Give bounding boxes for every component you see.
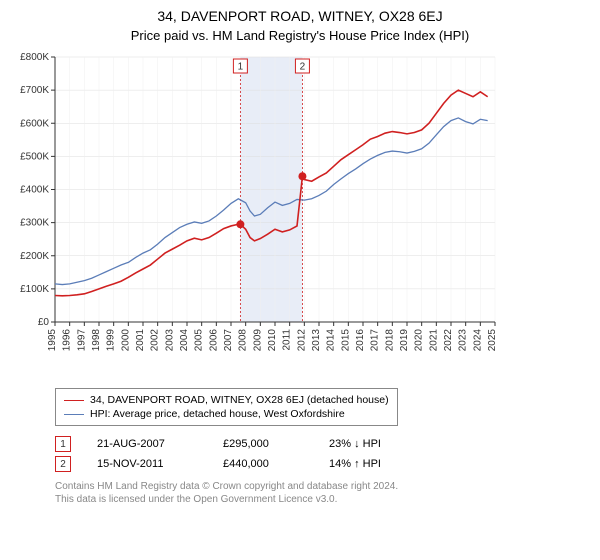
svg-text:2017: 2017 xyxy=(370,329,381,352)
svg-text:1999: 1999 xyxy=(106,329,117,352)
svg-text:2003: 2003 xyxy=(164,329,175,352)
legend-row: HPI: Average price, detached house, West… xyxy=(64,407,389,421)
svg-text:2014: 2014 xyxy=(326,329,337,352)
event-index-box: 2 xyxy=(55,456,71,472)
notes-line1: Contains HM Land Registry data © Crown c… xyxy=(55,480,600,493)
svg-text:1: 1 xyxy=(238,62,244,73)
notes: Contains HM Land Registry data © Crown c… xyxy=(55,480,600,506)
legend-label: HPI: Average price, detached house, West… xyxy=(90,408,345,420)
svg-text:1998: 1998 xyxy=(91,329,102,352)
svg-text:2012: 2012 xyxy=(296,329,307,352)
svg-text:2020: 2020 xyxy=(414,329,425,352)
chart-container: 34, DAVENPORT ROAD, WITNEY, OX28 6EJ Pri… xyxy=(0,0,600,560)
svg-text:2015: 2015 xyxy=(340,329,351,352)
svg-text:2025: 2025 xyxy=(487,329,498,352)
svg-text:2008: 2008 xyxy=(238,329,249,352)
event-date: 21-AUG-2007 xyxy=(97,438,197,450)
svg-text:2004: 2004 xyxy=(179,329,190,352)
event-row: 2 15-NOV-2011 £440,000 14% ↑ HPI xyxy=(55,454,600,474)
svg-text:1997: 1997 xyxy=(76,329,87,352)
event-date: 15-NOV-2011 xyxy=(97,458,197,470)
svg-text:2005: 2005 xyxy=(194,329,205,352)
svg-text:£800K: £800K xyxy=(20,52,49,63)
svg-text:2019: 2019 xyxy=(399,329,410,352)
legend-swatch xyxy=(64,400,84,401)
svg-text:1996: 1996 xyxy=(62,329,73,352)
event-price: £440,000 xyxy=(223,458,303,470)
svg-text:2010: 2010 xyxy=(267,329,278,352)
notes-line2: This data is licensed under the Open Gov… xyxy=(55,493,600,506)
event-row: 1 21-AUG-2007 £295,000 23% ↓ HPI xyxy=(55,434,600,454)
svg-text:2001: 2001 xyxy=(135,329,146,352)
legend-swatch xyxy=(64,414,84,415)
svg-text:2009: 2009 xyxy=(252,329,263,352)
svg-text:£300K: £300K xyxy=(20,218,49,229)
event-index-box: 1 xyxy=(55,436,71,452)
svg-text:2013: 2013 xyxy=(311,329,322,352)
svg-text:2024: 2024 xyxy=(472,329,483,352)
svg-text:1995: 1995 xyxy=(47,329,58,352)
svg-text:£200K: £200K xyxy=(20,251,49,262)
chart-title: 34, DAVENPORT ROAD, WITNEY, OX28 6EJ xyxy=(0,0,600,24)
svg-text:£600K: £600K xyxy=(20,118,49,129)
svg-text:2016: 2016 xyxy=(355,329,366,352)
svg-text:2022: 2022 xyxy=(443,329,454,352)
event-pct: 23% ↓ HPI xyxy=(329,438,381,450)
chart-subtitle: Price paid vs. HM Land Registry's House … xyxy=(0,24,600,47)
event-price: £295,000 xyxy=(223,438,303,450)
chart-plot: £0 £100K £200K £300K £400K £500K £600K £700K £80… xyxy=(0,47,600,382)
events-table: 1 21-AUG-2007 £295,000 23% ↓ HPI 2 15-NOV-201… xyxy=(55,434,600,474)
legend-label: 34, DAVENPORT ROAD, WITNEY, OX28 6EJ (de… xyxy=(90,394,389,406)
svg-text:2007: 2007 xyxy=(223,329,234,352)
svg-text:£100K: £100K xyxy=(20,284,49,295)
svg-text:2023: 2023 xyxy=(458,329,469,352)
svg-text:2002: 2002 xyxy=(150,329,161,352)
svg-text:£700K: £700K xyxy=(20,85,49,96)
legend-row: 34, DAVENPORT ROAD, WITNEY, OX28 6EJ (de… xyxy=(64,393,389,407)
svg-text:£400K: £400K xyxy=(20,185,49,196)
svg-text:2011: 2011 xyxy=(282,329,293,351)
svg-text:2: 2 xyxy=(300,62,306,73)
svg-text:£500K: £500K xyxy=(20,151,49,162)
svg-text:£0: £0 xyxy=(38,317,50,328)
svg-text:2006: 2006 xyxy=(208,329,219,352)
legend: 34, DAVENPORT ROAD, WITNEY, OX28 6EJ (de… xyxy=(55,388,398,426)
event-pct: 14% ↑ HPI xyxy=(329,458,381,470)
svg-text:2021: 2021 xyxy=(428,329,439,352)
svg-text:2018: 2018 xyxy=(384,329,395,352)
svg-text:2000: 2000 xyxy=(120,329,131,352)
